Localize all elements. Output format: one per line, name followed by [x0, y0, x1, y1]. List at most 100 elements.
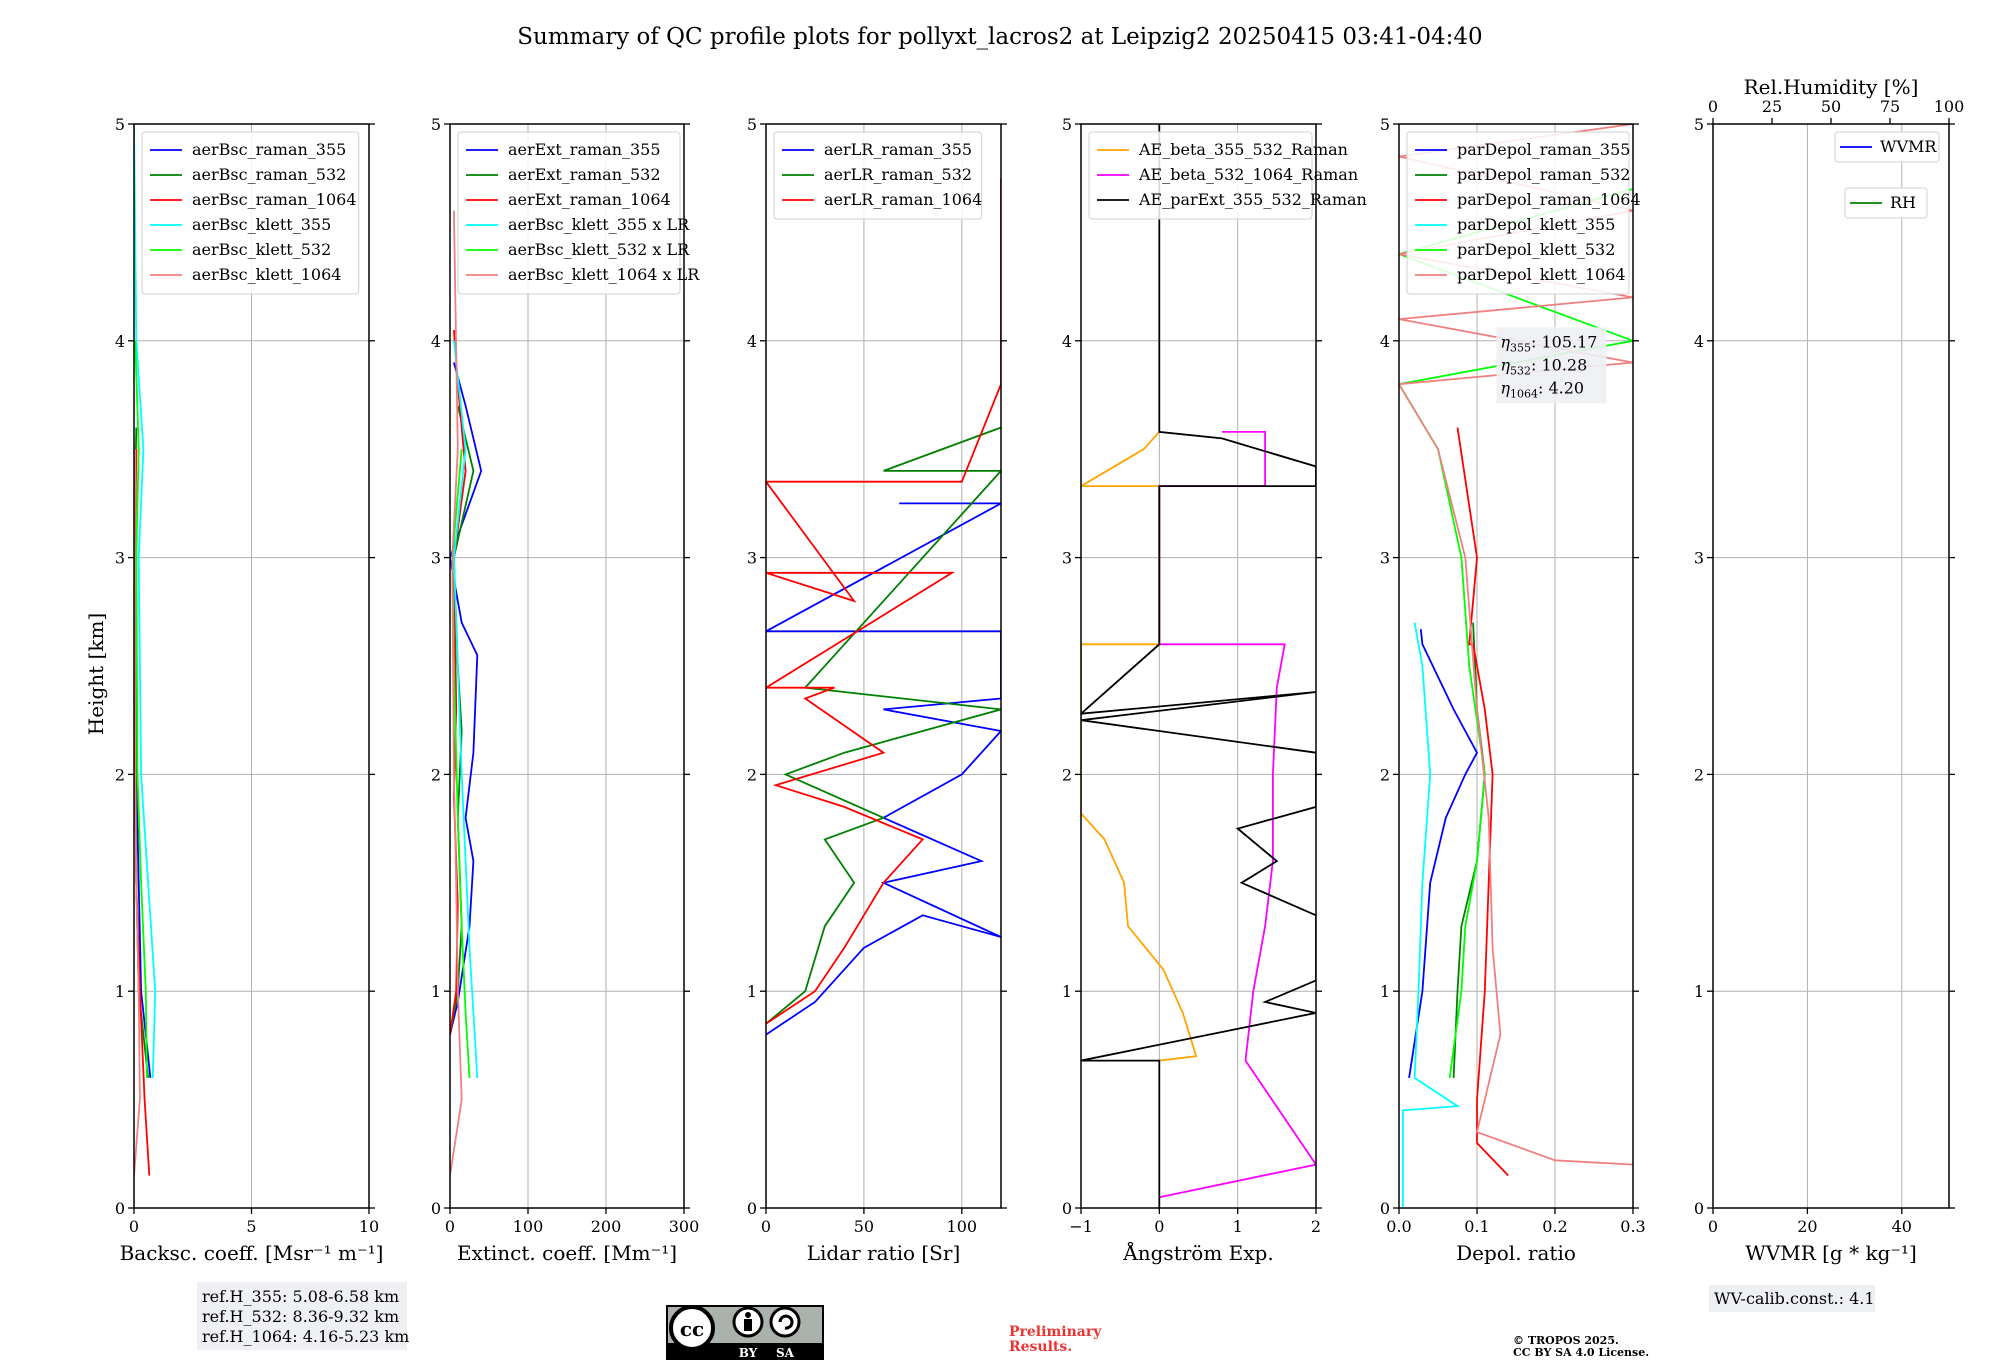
x-tick-label: 0	[1708, 1217, 1718, 1236]
y-tick-label: 0	[1694, 1199, 1704, 1218]
legend-box	[1088, 131, 1313, 220]
panel-3: 0 50 100 0 1 2 3 4 5 Lidar ratio [Sr] aerLR_raman_…	[747, 115, 1007, 1265]
y-tick-label: 0	[1380, 1199, 1390, 1218]
axes-frame	[1398, 123, 1634, 1209]
legend-entry: aerBsc_klett_532	[192, 240, 331, 259]
panel-6: 0 20 40 0 1 2 3 4 5 WVMR [g * kg⁻¹] 0 25 50 75 100 Rel.…	[1694, 75, 1964, 1265]
x-tick-label: 1	[1233, 1217, 1243, 1236]
y-tick-label: 4	[115, 332, 125, 351]
y-tick-label: 3	[115, 549, 125, 568]
y-tick-label: 5	[747, 115, 757, 134]
series-line-aerBsc_klett_355 x LR	[452, 340, 479, 1078]
legend-box	[773, 131, 983, 220]
legend-entry: aerLR_raman_1064	[824, 190, 982, 209]
y-tick-label: 2	[1694, 765, 1704, 784]
legend-entry: aerBsc_raman_1064	[192, 190, 357, 209]
cc-by-sa-badge: cc BY SA	[666, 1305, 824, 1360]
x-tick-label: 50	[854, 1217, 874, 1236]
legend-entry: aerExt_raman_532	[508, 165, 661, 184]
axes-frame	[765, 123, 1002, 1209]
y-tick-label: 1	[115, 982, 125, 1001]
sa-label: SA	[776, 1346, 795, 1360]
license-line: CC BY SA 4.0 License.	[1513, 1346, 1649, 1359]
series-line-AE_beta_355_532_Raman	[1081, 431, 1198, 1062]
x-axis-label: Ångström Exp.	[1122, 1240, 1273, 1265]
series-line-aerLR_raman_532	[766, 426, 1001, 1025]
x-tick-label: 0	[129, 1217, 139, 1236]
eta-value: η532: 10.28	[1500, 355, 1587, 377]
x-axis-label: WVMR [g * kg⁻¹]	[1745, 1241, 1917, 1265]
x-tick-label: 2	[1311, 1217, 1321, 1236]
eta-value: η1064: 4.20	[1500, 378, 1584, 400]
legend-entry: RH	[1890, 193, 1916, 212]
legend-entry: aerLR_raman_355	[824, 140, 972, 159]
legend-entry: aerBsc_klett_355	[192, 215, 331, 234]
legend-entry: aerExt_raman_1064	[508, 190, 671, 209]
y-tick-label: 2	[1380, 765, 1390, 784]
y-tick-label: 0	[1062, 1199, 1072, 1218]
y-tick-label: 1	[1694, 982, 1704, 1001]
y-tick-label: 4	[747, 332, 757, 351]
x-tick-label: 0	[445, 1217, 455, 1236]
series-line-aerExt_raman_532	[450, 405, 475, 1035]
legend-entry: AE_parExt_355_532_Raman	[1138, 190, 1367, 209]
y-tick-label: 5	[1062, 115, 1072, 134]
legend-entry: parDepol_klett_532	[1457, 240, 1615, 259]
series-line-parDepol_klett_355	[1402, 622, 1461, 1208]
top-x-axis-label: Rel.Humidity [%]	[1744, 75, 1919, 99]
legend-box	[457, 131, 681, 295]
x-axis-label: Extinct. coeff. [Mm⁻¹]	[457, 1241, 677, 1265]
y-tick-label: 4	[1062, 332, 1072, 351]
legend-entry: parDepol_raman_355	[1457, 140, 1630, 159]
y-tick-label: 2	[747, 765, 757, 784]
ref-height-532: ref.H_532: 8.36-9.32 km	[202, 1307, 399, 1326]
y-tick-label: 2	[431, 765, 441, 784]
top-x-tick-label: 100	[1934, 97, 1965, 116]
legend-entry: WVMR	[1880, 137, 1937, 156]
top-x-tick-label: 50	[1821, 97, 1841, 116]
y-tick-label: 3	[747, 549, 757, 568]
series-line-aerLR_raman_355	[766, 502, 1001, 1036]
series-line-aerExt_raman_355	[450, 362, 483, 1035]
series-line-aerBsc_klett_1064 x LR	[450, 210, 463, 1176]
series-group	[450, 210, 483, 1176]
legend-box	[1834, 131, 1940, 163]
series-group	[1081, 124, 1316, 1208]
y-tick-label: 0	[431, 1199, 441, 1218]
y-tick-label: 3	[1062, 549, 1072, 568]
top-x-tick-label: 75	[1880, 97, 1900, 116]
top-x-tick-label: 0	[1708, 97, 1718, 116]
legend-entry: aerBsc_raman_355	[192, 140, 346, 159]
y-tick-label: 5	[431, 115, 441, 134]
cc-label: cc	[680, 1317, 704, 1341]
x-tick-label: 100	[947, 1217, 978, 1236]
legend-entry: parDepol_klett_1064	[1457, 265, 1626, 284]
axes-frame	[1712, 123, 1950, 1209]
y-tick-label: 3	[1694, 549, 1704, 568]
x-tick-label: 10	[359, 1217, 379, 1236]
legend-entry: AE_beta_355_532_Raman	[1138, 140, 1348, 159]
y-tick-label: 3	[1380, 549, 1390, 568]
legend-entry: aerBsc_klett_1064 x LR	[508, 265, 700, 284]
ref-height-1064: ref.H_1064: 4.16-5.23 km	[202, 1327, 409, 1346]
series-line-parDepol_raman_355	[1408, 629, 1479, 1079]
x-tick-label: 0.0	[1386, 1217, 1411, 1236]
x-axis-label: Lidar ratio [Sr]	[807, 1241, 961, 1265]
x-tick-label: 100	[513, 1217, 544, 1236]
series-line-AE_parExt_355_532_Raman	[1081, 124, 1316, 1208]
legend-entry: aerLR_raman_532	[824, 165, 972, 184]
wv-calib-const: WV-calib.const.: 4.1	[1714, 1289, 1875, 1308]
legend-entry: aerBsc_klett_355 x LR	[508, 215, 690, 234]
series-line-aerBsc_klett_355	[134, 124, 157, 1078]
y-tick-label: 4	[1380, 332, 1390, 351]
legend-box	[141, 131, 360, 295]
y-tick-label: 2	[115, 765, 125, 784]
y-tick-label: 1	[747, 982, 757, 1001]
x-tick-label: 300	[669, 1217, 700, 1236]
panel-1: 0 5 10 0 1 2 3 4 5 Backsc. coeff. [Msr⁻¹ m⁻¹] aerB…	[115, 115, 384, 1265]
series-line-parDepol_raman_1064	[1456, 427, 1509, 1177]
by-label: BY	[739, 1346, 758, 1360]
eta-value: η355: 105.17	[1500, 332, 1597, 354]
panel-2: 0 100 200 300 0 1 2 3 4 5 Extinct. coeff. [Mm⁻¹] ae…	[431, 115, 700, 1265]
